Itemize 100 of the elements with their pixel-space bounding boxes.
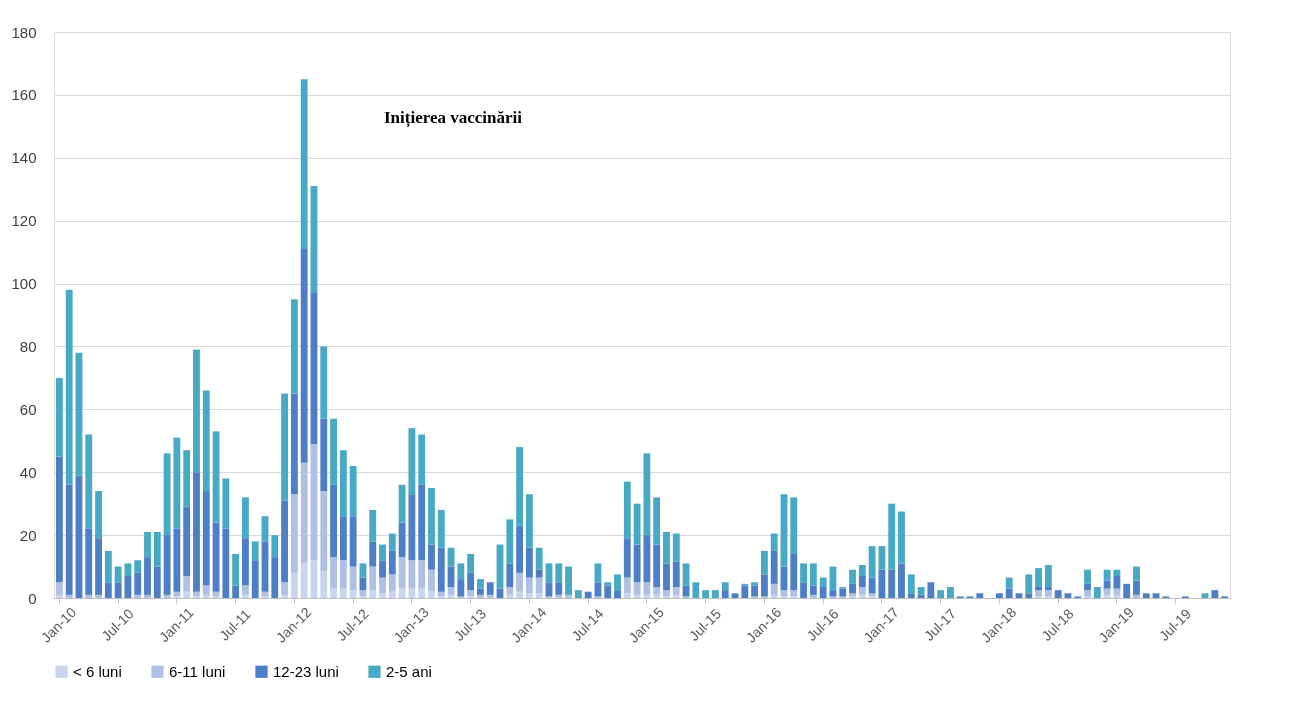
bar <box>643 453 651 536</box>
bar <box>163 594 171 598</box>
bar <box>290 299 298 394</box>
bar <box>898 511 905 564</box>
bar <box>584 591 592 598</box>
bar <box>751 585 759 597</box>
bar <box>839 588 847 597</box>
bar <box>623 593 631 598</box>
bar <box>849 569 856 584</box>
bar <box>379 593 386 598</box>
bar <box>65 594 73 598</box>
bar <box>663 590 670 597</box>
y-tick-label: 160 <box>11 86 37 104</box>
bar <box>457 579 465 597</box>
bar <box>1054 590 1062 598</box>
bar <box>281 594 289 598</box>
bar <box>653 594 661 598</box>
bar <box>633 594 641 598</box>
bar <box>1025 574 1033 594</box>
bar <box>516 447 524 526</box>
bar <box>858 586 866 595</box>
bar <box>535 593 543 598</box>
bar <box>281 393 289 501</box>
bar <box>202 594 210 598</box>
bar <box>437 509 445 548</box>
bar <box>477 588 484 595</box>
bar <box>760 574 768 597</box>
bar <box>1201 593 1209 598</box>
bar <box>770 533 778 551</box>
bar <box>320 491 328 572</box>
bar <box>202 390 210 492</box>
bar <box>251 541 259 561</box>
bar <box>1093 586 1101 598</box>
bar <box>604 582 612 586</box>
bar <box>1113 588 1121 595</box>
y-tick-label: 20 <box>19 526 37 544</box>
y-tick-label: 40 <box>19 463 37 481</box>
bar <box>888 569 896 598</box>
bar <box>95 538 102 595</box>
bar <box>1005 577 1013 589</box>
bar <box>163 453 171 536</box>
bar <box>800 563 807 583</box>
bar <box>388 533 396 551</box>
bar <box>271 557 279 598</box>
bar <box>1103 594 1111 598</box>
bar <box>1133 566 1140 581</box>
bar <box>134 560 142 573</box>
bar <box>173 528 181 592</box>
bar <box>114 582 122 598</box>
bar <box>398 557 406 589</box>
bar <box>506 519 514 564</box>
bar <box>379 544 386 561</box>
bar <box>300 563 308 598</box>
bar <box>653 497 661 545</box>
bar <box>809 594 817 598</box>
bar <box>555 563 563 583</box>
bar <box>1084 583 1091 591</box>
bar <box>153 566 161 598</box>
bar <box>320 346 328 419</box>
annotation: Inițierea vaccinării <box>384 108 523 128</box>
bar <box>428 591 435 598</box>
bar <box>467 553 475 573</box>
bar <box>418 484 426 561</box>
bar <box>281 582 289 595</box>
bar <box>712 590 719 598</box>
y-tick-label: 140 <box>11 149 37 167</box>
bar <box>506 563 514 587</box>
bar <box>104 550 112 583</box>
y-tick-label: 60 <box>19 400 37 418</box>
bar <box>1152 593 1160 598</box>
bar <box>672 586 680 595</box>
bar <box>878 546 886 570</box>
bar <box>388 550 396 575</box>
bar <box>516 591 524 598</box>
bar <box>976 593 984 598</box>
bar <box>153 531 161 567</box>
bar <box>790 553 798 591</box>
bar <box>144 531 151 558</box>
bar <box>339 588 347 598</box>
bar <box>349 465 357 517</box>
bar <box>300 79 308 249</box>
bar <box>633 544 641 583</box>
bar <box>85 594 93 598</box>
bar <box>858 564 866 576</box>
bar <box>760 550 768 575</box>
bar <box>242 594 249 598</box>
bar <box>535 577 543 594</box>
bar <box>65 289 73 485</box>
bar <box>320 571 328 598</box>
bar <box>379 560 386 578</box>
bar <box>790 590 798 597</box>
bar <box>232 585 240 598</box>
bar <box>330 418 337 485</box>
bar <box>55 594 63 598</box>
bar <box>643 594 651 598</box>
bar <box>535 569 543 578</box>
bar <box>418 560 426 589</box>
bar <box>369 509 377 542</box>
bar <box>770 583 778 595</box>
bar <box>819 577 827 587</box>
